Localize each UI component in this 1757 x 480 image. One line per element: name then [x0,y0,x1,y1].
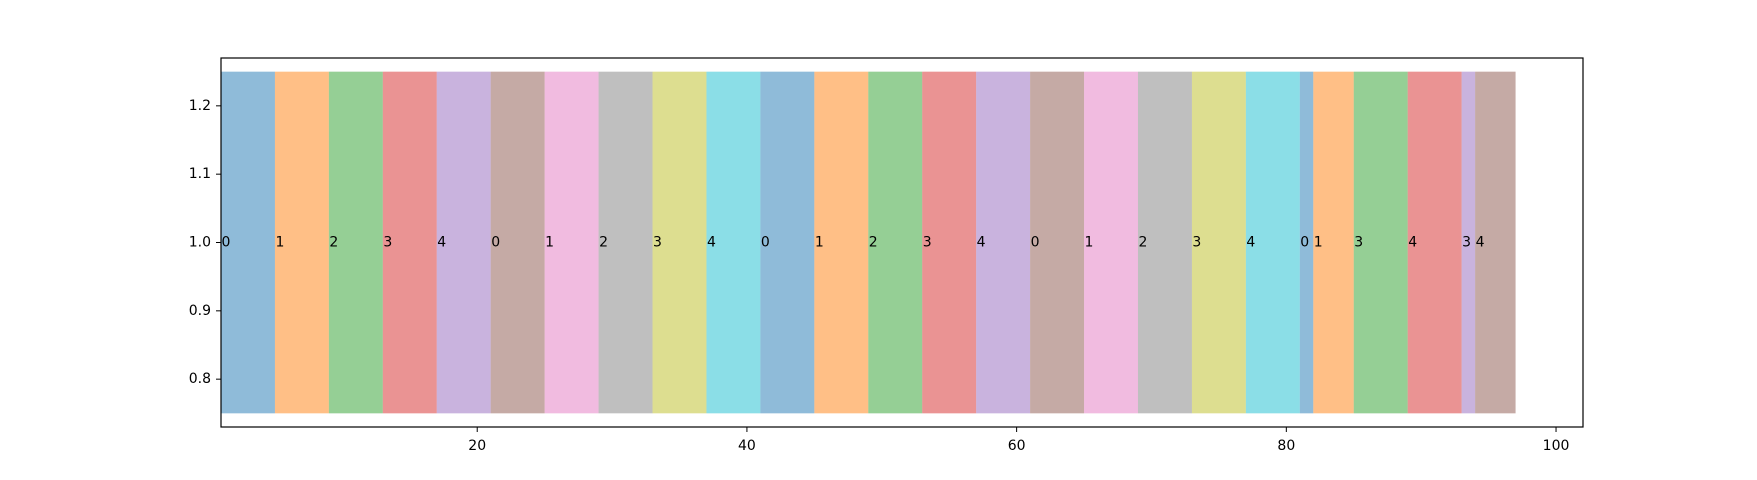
y-tick-label-2: 1.0 [189,235,211,251]
y-tick-label-4: 1.2 [189,98,211,114]
segment-bar-22 [1353,71,1408,414]
segment-bar-12 [868,71,923,414]
y-tick-label-1: 0.9 [189,303,211,319]
segment-label-17: 2 [1138,235,1147,251]
segment-bar-6 [544,71,599,414]
segment-bar-2 [328,71,383,414]
segment-bar-18 [1191,71,1246,414]
segment-label-12: 2 [869,235,878,251]
x-axis: 20 40 60 80 100 [468,427,1569,454]
segment-label-14: 4 [977,235,986,251]
segment-bar-15 [1030,71,1085,414]
segment-bar-20 [1299,71,1314,414]
segment-bar-23 [1407,71,1462,414]
segment-bar-21 [1313,71,1354,414]
segment-bar-10 [760,71,815,414]
segment-label-2: 2 [329,235,338,251]
segment-bar-5 [490,71,545,414]
segment-label-22: 3 [1354,235,1363,251]
segment-label-23: 4 [1408,235,1417,251]
segment-label-4: 4 [437,235,446,251]
segment-bar-9 [706,71,761,414]
segment-label-16: 1 [1085,235,1094,251]
segment-label-5: 0 [491,235,500,251]
segment-label-8: 3 [653,235,662,251]
segment-bar-7 [598,71,653,414]
segment-label-3: 3 [383,235,392,251]
segment-label-6: 1 [545,235,554,251]
x-tick-label-4: 100 [1543,438,1570,454]
y-axis: 0.8 0.9 1.0 1.1 1.2 [189,98,221,387]
segment-label-15: 0 [1031,235,1040,251]
x-tick-label-0: 20 [468,438,486,454]
segment-label-19: 4 [1246,235,1255,251]
segment-label-25: 4 [1476,235,1485,251]
x-tick-label-1: 40 [738,438,756,454]
segment-bar-13 [922,71,977,414]
segments-layer [221,71,1516,414]
segment-label-24: 3 [1462,235,1471,251]
segment-bar-11 [814,71,869,414]
segment-label-0: 0 [222,235,231,251]
segment-label-11: 1 [815,235,824,251]
segment-label-21: 1 [1314,235,1323,251]
segment-bar-14 [976,71,1031,414]
x-tick-label-3: 80 [1277,438,1295,454]
segment-bar-4 [436,71,491,414]
segment-bar-19 [1245,71,1300,414]
y-tick-label-3: 1.1 [189,166,211,182]
segment-bar-17 [1137,71,1192,414]
segment-label-10: 0 [761,235,770,251]
segment-label-7: 2 [599,235,608,251]
segment-bar-25 [1475,71,1516,414]
segment-label-18: 3 [1192,235,1201,251]
segment-label-20: 0 [1300,235,1309,251]
segment-bar-3 [382,71,437,414]
segment-bar-8 [652,71,707,414]
x-tick-label-2: 60 [1008,438,1026,454]
segment-label-9: 4 [707,235,716,251]
segment-bar-24 [1461,71,1476,414]
segment-label-1: 1 [275,235,284,251]
segment-bar-1 [274,71,329,414]
segment-bar-0 [221,71,275,414]
y-tick-label-0: 0.8 [189,371,211,387]
segment-bar-16 [1084,71,1138,414]
segment-label-13: 3 [923,235,932,251]
